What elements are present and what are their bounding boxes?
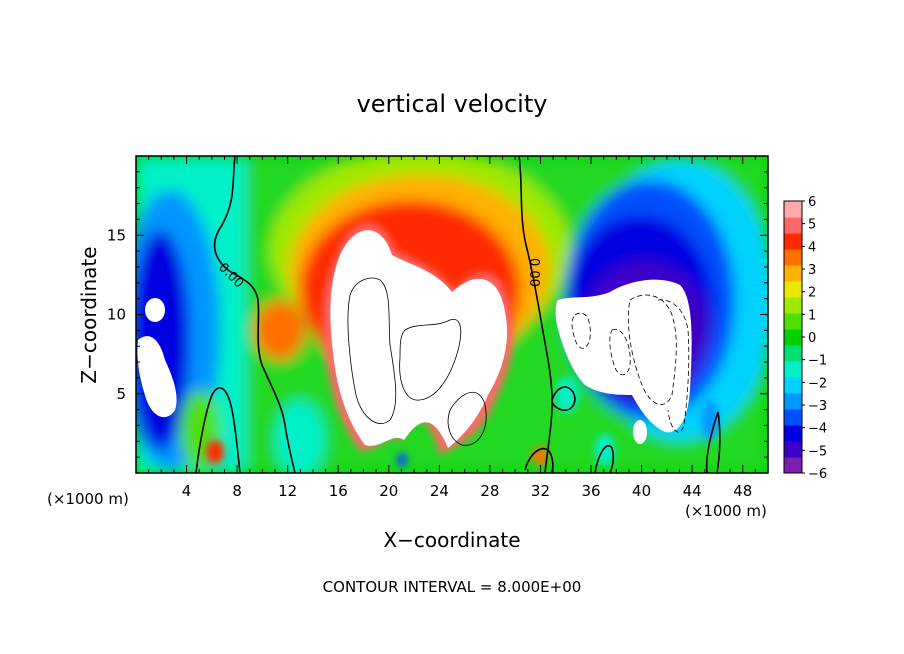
colorbar-label: −5 [808,444,827,459]
plot-area: 0.00 0.00 [136,156,768,473]
contour-interval-footer: CONTOUR INTERVAL = 8.000E+00 [323,578,582,596]
colorbar-swatch [784,409,802,426]
x-tick-label: 20 [379,482,398,500]
colorbar-swatch [784,265,802,282]
negative-contours [571,294,690,433]
y-tick-label: 15 [107,226,126,244]
colorbar-swatch [784,313,802,330]
x-tick-labels: 4 8 12 16 20 24 28 32 36 40 44 48 [182,482,752,500]
colorbar-swatch [784,201,802,218]
colorbar-label: 2 [808,286,816,301]
colorbar-label: −3 [808,399,827,414]
colorbar-label: 6 [808,195,816,210]
colorbar-label: −6 [808,467,827,482]
colorbar-swatch [784,457,802,474]
colorbar-label: 3 [808,263,816,278]
colorbar-label: −4 [808,422,827,437]
colorbar-swatch [784,329,802,346]
colorbar-label: 1 [808,308,816,323]
colorbar-swatch [784,249,802,266]
axis-ticks [136,156,768,473]
colorbar-label: −2 [808,376,827,391]
colorbar-swatch [784,377,802,394]
y-tick-label: 5 [116,385,126,403]
x-tick-label: 4 [182,482,192,500]
x-tick-label: 16 [329,482,348,500]
colorbar-swatch [784,425,802,442]
y-tick-labels: 5 10 15 [107,226,126,403]
x-tick-label: 24 [430,482,449,500]
saturated-regions [137,230,692,448]
colorbar-swatch [784,345,802,362]
x-tick-label: 28 [480,482,499,500]
x-tick-label: 36 [581,482,600,500]
contour-label-right: 0.00 [526,258,541,287]
colorbar-swatch [784,361,802,378]
x-unit-left: (×1000 m) [47,490,129,508]
colorbar: 6 5 4 3 2 1 0 −1 −2 −3 −4 −5 −6 [783,195,827,482]
colorbar-swatch [784,217,802,234]
chart-title: vertical velocity [357,90,548,118]
x-axis-label: X−coordinate [383,528,520,552]
y-tick-label: 10 [107,306,126,324]
colorbar-swatch [784,297,802,314]
x-tick-label: 8 [232,482,242,500]
y-axis-label: Z−coordinate [77,246,101,383]
colorbar-swatch [784,281,802,298]
colorbar-swatch [784,233,802,250]
colorbar-swatch [784,441,802,458]
x-tick-label: 44 [683,482,702,500]
x-tick-label: 32 [531,482,550,500]
x-unit-right: (×1000 m) [685,502,767,520]
x-tick-label: 12 [278,482,297,500]
contour-lines [195,156,721,473]
colorbar-label: 4 [808,240,816,255]
colorbar-label: 5 [808,218,816,233]
contour-lines-thin [347,277,487,446]
x-tick-label: 48 [733,482,752,500]
x-tick-label: 40 [632,482,651,500]
colorbar-label: −1 [808,354,827,369]
colorbar-label: 0 [808,331,816,346]
colorbar-swatch [784,393,802,410]
